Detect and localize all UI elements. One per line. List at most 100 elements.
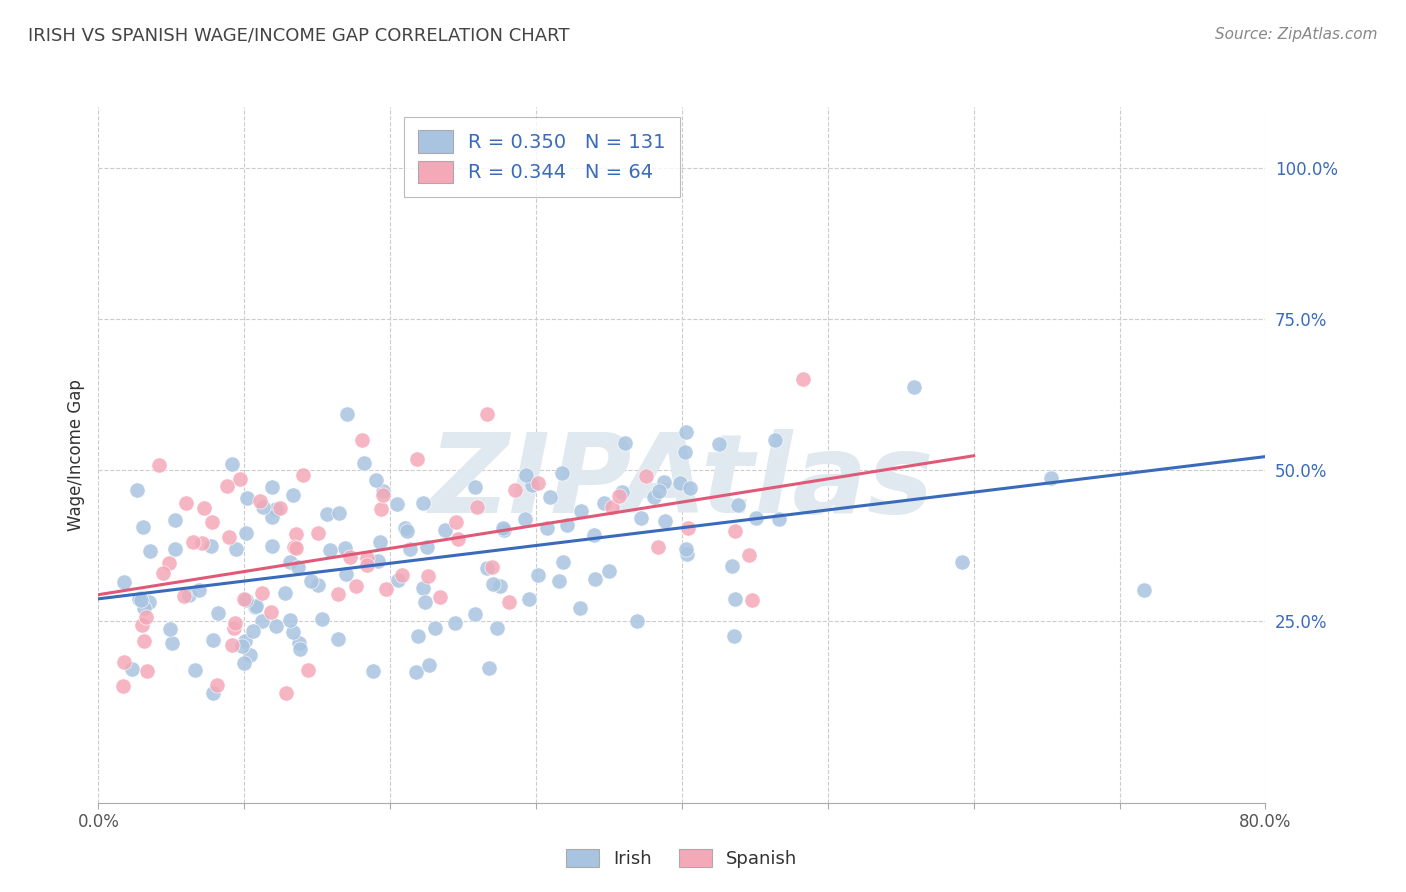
Point (250, 614, 273, 628)
Point (513, 512, 536, 526)
Point (207, 607, 229, 621)
Point (416, 569, 439, 583)
Point (412, 582, 434, 596)
Point (361, 664, 384, 678)
Point (326, 632, 349, 646)
Point (260, 510, 283, 524)
Point (723, 629, 745, 643)
Point (135, 610, 157, 624)
Point (412, 496, 434, 510)
Point (201, 515, 224, 529)
Point (202, 632, 225, 647)
Point (738, 548, 761, 562)
Point (356, 550, 378, 565)
Point (444, 615, 467, 630)
Point (231, 639, 253, 653)
Point (634, 469, 657, 483)
Point (281, 625, 304, 640)
Point (370, 502, 392, 516)
Point (613, 436, 636, 450)
Point (350, 434, 373, 448)
Point (139, 544, 162, 558)
Point (610, 484, 633, 499)
Point (245, 599, 267, 613)
Point (405, 665, 427, 679)
Point (366, 474, 388, 488)
Point (191, 536, 214, 550)
Legend: Irish, Spanish: Irish, Spanish (557, 840, 807, 877)
Point (423, 621, 446, 635)
Point (299, 574, 322, 588)
Point (269, 501, 291, 516)
Point (408, 629, 430, 643)
Point (475, 560, 498, 574)
Point (607, 489, 630, 503)
Point (292, 467, 315, 482)
Point (315, 508, 337, 522)
Point (159, 622, 181, 636)
Point (727, 498, 749, 512)
Point (114, 655, 136, 669)
Point (353, 456, 375, 470)
Point (273, 586, 295, 600)
Point (371, 488, 394, 502)
Text: Source: ZipAtlas.com: Source: ZipAtlas.com (1215, 27, 1378, 42)
Point (481, 559, 503, 574)
Point (221, 458, 243, 472)
Point (551, 555, 574, 569)
Point (675, 541, 697, 556)
Point (121, 662, 143, 676)
Point (368, 535, 391, 549)
Point (538, 490, 561, 504)
Point (555, 518, 578, 533)
Point (569, 601, 592, 615)
Point (413, 595, 436, 609)
Point (498, 595, 520, 609)
Point (236, 491, 259, 505)
Point (583, 572, 606, 586)
Point (328, 506, 350, 520)
Point (207, 678, 229, 692)
Text: ZIPAtlas: ZIPAtlas (429, 429, 935, 536)
Point (157, 556, 180, 570)
Point (387, 573, 409, 587)
Point (643, 491, 665, 505)
Point (648, 484, 671, 499)
Point (264, 502, 287, 516)
Point (311, 612, 333, 626)
Text: IRISH VS SPANISH WAGE/INCOME GAP CORRELATION CHART: IRISH VS SPANISH WAGE/INCOME GAP CORRELA… (28, 27, 569, 45)
Point (600, 500, 623, 515)
Point (132, 634, 155, 648)
Point (259, 606, 281, 620)
Point (112, 575, 135, 590)
Point (152, 566, 174, 581)
Point (745, 511, 768, 525)
Point (242, 624, 264, 638)
Point (174, 496, 197, 510)
Point (200, 539, 222, 553)
Point (429, 590, 451, 604)
Point (233, 657, 256, 671)
Point (679, 481, 702, 495)
Point (232, 591, 254, 606)
Point (128, 592, 150, 607)
Point (654, 514, 676, 528)
Point (583, 527, 606, 541)
Point (173, 589, 195, 603)
Point (336, 407, 359, 421)
Point (239, 648, 262, 662)
Point (335, 541, 357, 556)
Point (647, 540, 669, 554)
Point (598, 564, 620, 578)
Point (416, 540, 439, 554)
Point (675, 425, 697, 439)
Point (494, 523, 516, 537)
Point (903, 380, 925, 394)
Point (339, 549, 361, 564)
Point (367, 554, 389, 568)
Point (517, 591, 540, 606)
Point (792, 371, 814, 385)
Point (503, 483, 526, 498)
Point (136, 664, 159, 678)
Point (478, 661, 501, 675)
